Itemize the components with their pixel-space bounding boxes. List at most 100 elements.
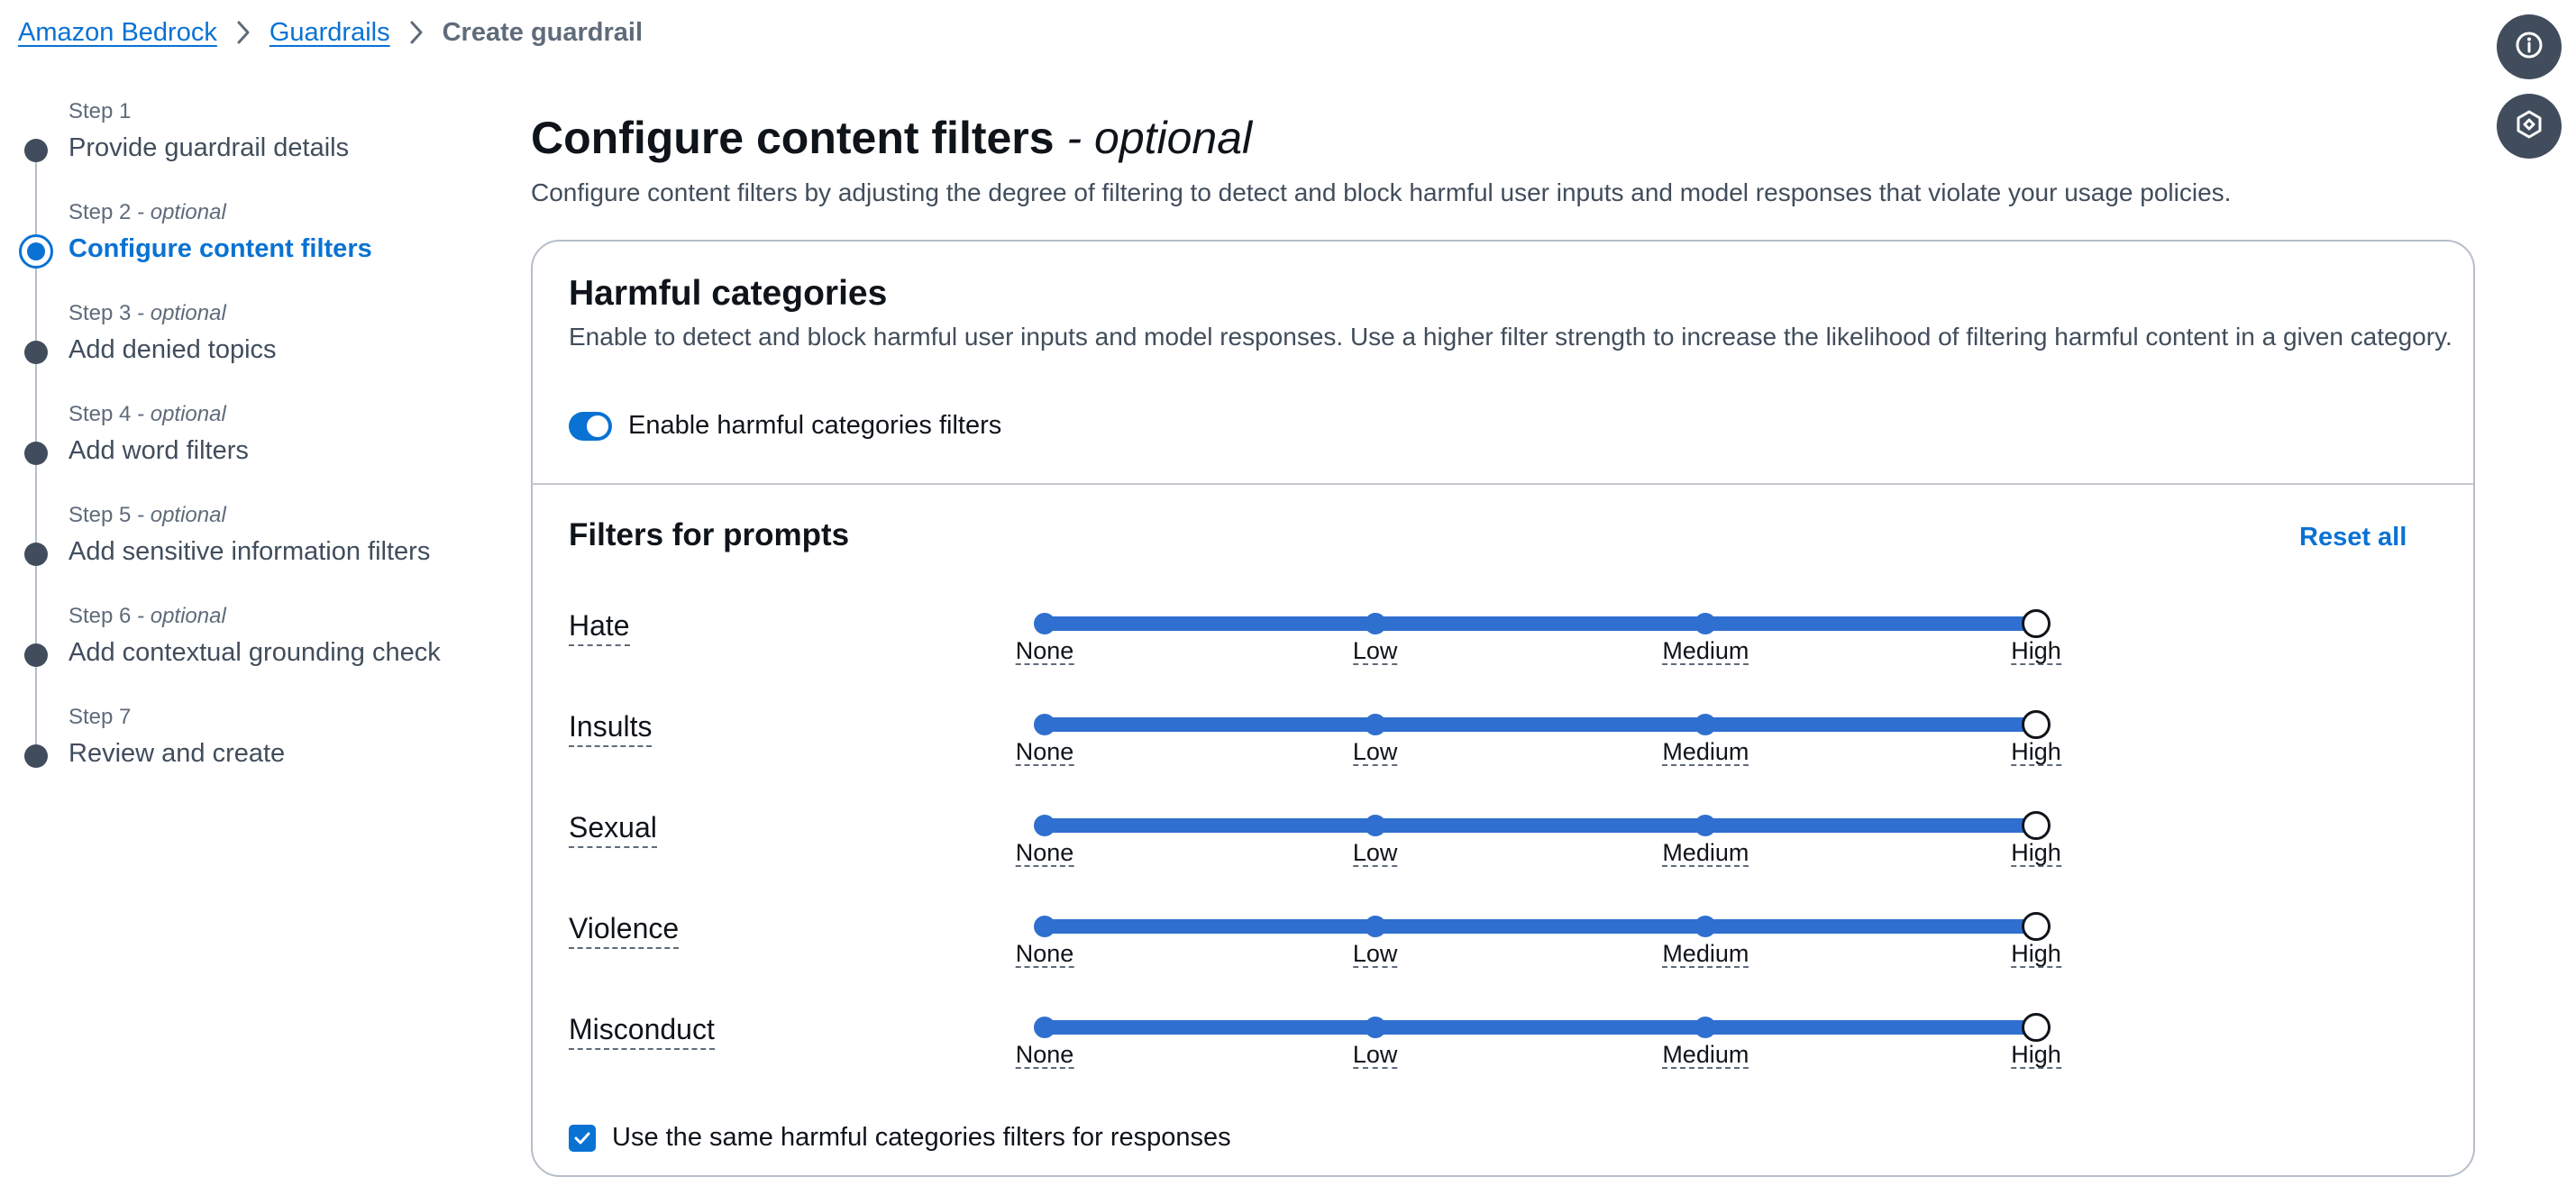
slider-notch [1364,815,1386,836]
checkmark-icon [574,1132,590,1144]
breadcrumb: Amazon Bedrock Guardrails Create guardra… [18,16,643,49]
step-title: Add denied topics [69,335,277,364]
harmful-categories-title: Harmful categories [569,274,888,313]
enable-harmful-categories-toggle[interactable] [569,411,612,441]
harmful-categories-description: Enable to detect and block harmful user … [569,323,2453,351]
slider-notch [1364,714,1386,735]
slider-tick-none[interactable]: None [1015,738,1074,766]
step-6[interactable]: Step 6 - optional Add contextual groundi… [0,604,487,676]
slider-tick-low[interactable]: Low [1352,839,1398,867]
filter-strength-slider[interactable]: None Low Medium High [1015,912,2061,970]
step-title: Add contextual grounding check [69,638,441,667]
slider-tick-high[interactable]: High [2011,738,2061,766]
slider-notch [1364,613,1386,634]
step-2[interactable]: Step 2 - optional Configure content filt… [0,200,487,272]
slider-tick-high[interactable]: High [2011,1041,2061,1069]
page-title: Configure content filters - optional [531,112,1252,164]
slider-tick-low[interactable]: Low [1352,637,1398,665]
filter-label[interactable]: Insults [569,710,653,747]
slider-thumb[interactable] [2022,710,2051,739]
slider-tick-medium[interactable]: Medium [1662,738,1749,766]
same-filters-label: Use the same harmful categories filters … [612,1123,1231,1152]
slider-tick-low[interactable]: Low [1352,1041,1398,1069]
slider-tick-none[interactable]: None [1015,1041,1074,1069]
slider-thumb[interactable] [2022,609,2051,638]
filter-row-misconduct: Misconduct None Low Medium High [533,1006,2473,1107]
step-number: Step 5 [69,503,132,527]
breadcrumb-link-guardrails[interactable]: Guardrails [269,17,390,47]
filter-label[interactable]: Violence [569,912,680,949]
slider-tick-low[interactable]: Low [1352,738,1398,766]
step-indicator-dot [24,744,48,768]
step-3[interactable]: Step 3 - optional Add denied topics [0,301,487,373]
slider-tick-medium[interactable]: Medium [1662,1041,1749,1069]
step-optional: - optional [131,604,226,628]
filter-label[interactable]: Sexual [569,811,657,848]
info-icon [2514,30,2544,65]
slider-tick-none[interactable]: None [1015,839,1074,867]
step-number: Step 2 [69,200,132,224]
slider-notch [1034,1017,1055,1038]
info-button[interactable] [2497,14,2562,79]
step-title: Configure content filters [69,234,372,263]
toggle-label: Enable harmful categories filters [628,411,1002,440]
step-number: Step 1 [69,99,132,123]
slider-notch [1694,1017,1717,1038]
filter-row-violence: Violence None Low Medium High [533,905,2473,1006]
slider-tick-medium[interactable]: Medium [1662,637,1749,665]
step-title: Provide guardrail details [69,133,350,162]
step-4[interactable]: Step 4 - optional Add word filters [0,402,487,474]
filter-strength-slider[interactable]: None Low Medium High [1015,609,2061,667]
filter-row-sexual: Sexual None Low Medium High [533,804,2473,905]
slider-notch [1694,613,1717,634]
step-indicator-active [19,234,53,269]
step-indicator-dot [24,442,48,465]
slider-tick-high[interactable]: High [2011,940,2061,968]
step-title: Review and create [69,739,286,768]
slider-tick-low[interactable]: Low [1352,940,1398,968]
step-number: Step 4 [69,402,132,426]
step-indicator-dot [24,139,48,162]
breadcrumb-link-bedrock[interactable]: Amazon Bedrock [18,17,217,47]
slider-tick-none[interactable]: None [1015,637,1074,665]
same-filters-for-responses-row[interactable]: Use the same harmful categories filters … [569,1123,1231,1153]
slider-tick-medium[interactable]: Medium [1662,839,1749,867]
slider-tick-medium[interactable]: Medium [1662,940,1749,968]
slider-notch [1694,815,1717,836]
slider-track [1045,1020,2036,1035]
slider-tick-none[interactable]: None [1015,940,1074,968]
slider-notch [1364,916,1386,937]
step-optional: - optional [131,200,226,224]
step-1[interactable]: Step 1 Provide guardrail details [0,99,487,171]
step-5[interactable]: Step 5 - optional Add sensitive informat… [0,503,487,575]
same-filters-checkbox[interactable] [569,1124,596,1152]
step-7[interactable]: Step 7 Review and create [0,705,487,777]
step-indicator-dot [24,341,48,364]
slider-thumb[interactable] [2022,811,2051,840]
filter-strength-slider[interactable]: None Low Medium High [1015,811,2061,869]
slider-track [1045,616,2036,631]
slider-notch [1694,714,1717,735]
filter-row-hate: Hate None Low Medium High [533,602,2473,703]
step-optional: - optional [131,503,226,527]
chevron-right-icon [390,16,443,49]
page-title-text: Configure content filters [531,113,1055,163]
slider-thumb[interactable] [2022,1013,2051,1042]
enable-harmful-categories-toggle-row[interactable]: Enable harmful categories filters [569,411,1001,441]
section-divider [533,483,2473,485]
slider-track [1045,818,2036,833]
filter-strength-slider[interactable]: None Low Medium High [1015,1013,2061,1071]
slider-tick-high[interactable]: High [2011,839,2061,867]
step-optional: - optional [131,402,226,426]
filter-label[interactable]: Hate [569,609,630,646]
filter-label[interactable]: Misconduct [569,1013,715,1050]
step-indicator-dot [24,543,48,566]
bedrock-button[interactable] [2497,94,2562,159]
reset-all-button[interactable]: Reset all [2299,523,2407,552]
step-number: Step 3 [69,301,132,325]
step-indicator-dot [24,643,48,667]
slider-tick-high[interactable]: High [2011,637,2061,665]
filter-strength-slider[interactable]: None Low Medium High [1015,710,2061,768]
slider-thumb[interactable] [2022,912,2051,941]
page-title-optional: - optional [1054,113,1253,163]
